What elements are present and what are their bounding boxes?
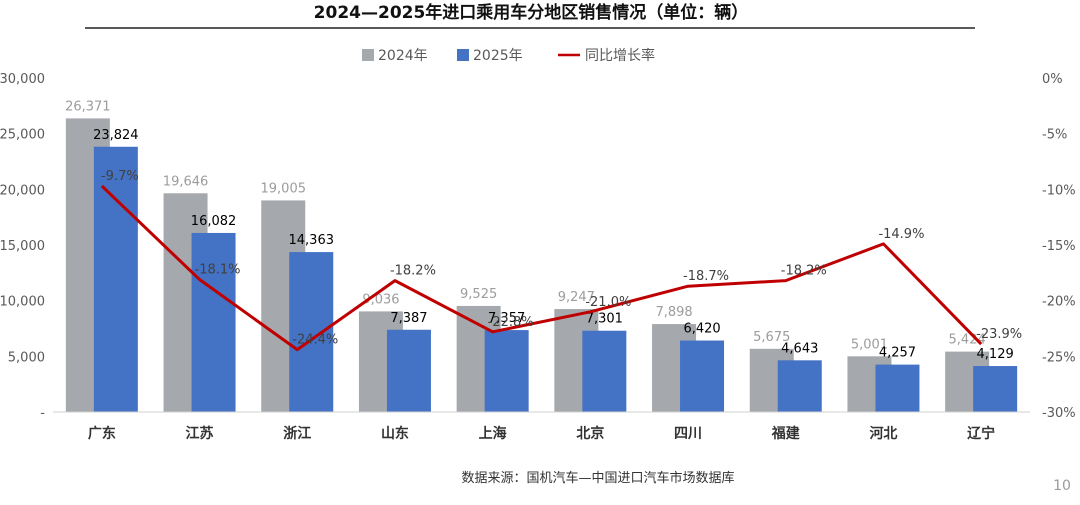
- bar-label-2025-1: 16,082: [191, 214, 237, 229]
- right-axis-tick-label: -25%: [1042, 350, 1076, 365]
- bar-label-2025-2: 14,363: [289, 233, 335, 248]
- growth-label-7: -18.2%: [781, 264, 827, 279]
- left-axis-tick-label: 10,000: [0, 295, 45, 310]
- bar-2025-3: [386, 329, 431, 412]
- left-axis-tick-label: 30,000: [0, 72, 45, 87]
- bar-2025-7: [777, 360, 822, 412]
- legend-label-growth: 同比增长率: [585, 47, 655, 64]
- bar-label-2024-9: 5,424: [949, 333, 986, 348]
- bar-label-2025-3: 7,387: [390, 311, 427, 326]
- legend-label-2025: 2025年: [473, 48, 523, 64]
- legend-swatch-2025: [457, 49, 469, 61]
- bar-label-2025-6: 6,420: [683, 322, 720, 337]
- bar-label-2025-0: 23,824: [93, 128, 139, 143]
- bar-2025-6: [680, 340, 725, 412]
- category-label-9: 辽宁: [967, 425, 995, 442]
- bar-label-2024-2: 19,005: [261, 181, 307, 196]
- right-axis-tick-label: -5%: [1042, 128, 1067, 143]
- right-axis-tick-label: 0%: [1042, 72, 1063, 87]
- category-label-3: 山东: [381, 425, 409, 442]
- bar-label-2024-4: 9,525: [460, 287, 497, 302]
- growth-label-6: -18.7%: [683, 269, 729, 284]
- growth-label-2: -24.4%: [292, 333, 338, 348]
- data-source-note: 数据来源：国机汽车—中国进口汽车市场数据库: [461, 470, 734, 486]
- bar-2025-9: [973, 366, 1018, 412]
- left-axis-tick-label: -: [40, 406, 45, 421]
- bar-2025-0: [93, 146, 138, 412]
- category-label-7: 福建: [771, 425, 800, 442]
- growth-label-5: -21.0%: [585, 295, 631, 310]
- growth-labels: -9.7% -18.1% -24.4% -18.2% -22.8% -21.0% -18.7…: [101, 169, 1022, 348]
- left-axis-tick-label: 20,000: [0, 183, 45, 198]
- legend: 2024年 2025年 同比增长率: [362, 47, 655, 64]
- category-label-0: 广东: [88, 425, 116, 442]
- bar-label-2025-4: 7,357: [488, 311, 525, 326]
- bar-2025-8: [875, 364, 920, 412]
- right-axis: -30% -25% -20% -15% -10% -5% 0%: [1042, 72, 1076, 421]
- category-label-5: 北京: [576, 425, 604, 442]
- category-label-6: 四川: [674, 426, 702, 442]
- bar-label-2024-7: 5,675: [753, 330, 790, 345]
- bar-2025-5: [582, 330, 627, 412]
- left-axis-tick-label: 15,000: [0, 239, 45, 254]
- category-label-2: 浙江: [283, 425, 311, 442]
- bar-2025-2: [289, 252, 334, 412]
- growth-label-3: -18.2%: [390, 264, 436, 279]
- bar-label-2025-8: 4,257: [879, 346, 916, 361]
- legend-swatch-2024: [362, 49, 374, 61]
- growth-label-0: -9.7%: [101, 169, 139, 184]
- chart-title: 2024—2025年进口乘用车分地区销售情况（单位：辆）: [314, 2, 749, 23]
- bar-label-2024-8: 5,001: [851, 337, 888, 352]
- growth-label-9: -23.9%: [976, 327, 1022, 342]
- bar-label-2025-9: 4,129: [977, 347, 1014, 362]
- bar-label-2025-5: 7,301: [586, 312, 623, 327]
- growth-label-8: -14.9%: [878, 227, 924, 242]
- legend-label-2024: 2024年: [378, 48, 428, 64]
- category-label-4: 上海: [479, 425, 507, 442]
- category-labels: 广东 江苏 浙江 山东 上海 北京 四川 福建 河北 辽宁: [88, 425, 995, 442]
- right-axis-tick-label: -10%: [1042, 183, 1076, 198]
- right-axis-tick-label: -15%: [1042, 239, 1076, 254]
- left-axis-tick-label: 5,000: [8, 350, 45, 365]
- growth-label-4: -22.8%: [488, 315, 534, 330]
- bar-label-2024-1: 19,646: [163, 174, 209, 189]
- bar-label-2024-5: 9,247: [558, 290, 595, 305]
- growth-rate-line: [100, 184, 983, 352]
- left-axis-tick-label: 25,000: [0, 128, 45, 143]
- left-axis: - 5,000 10,000 15,000 20,000 25,000 30,000: [0, 72, 45, 421]
- right-axis-tick-label: -20%: [1042, 295, 1076, 310]
- bars: [65, 118, 1018, 413]
- category-label-8: 河北: [869, 425, 897, 442]
- growth-label-1: -18.1%: [195, 263, 241, 278]
- page-number: 10: [1053, 478, 1071, 494]
- bar-label-2024-0: 26,371: [65, 99, 111, 114]
- bar-label-2025-7: 4,643: [781, 341, 818, 356]
- right-axis-tick-label: -30%: [1042, 406, 1076, 421]
- bar-label-2024-6: 7,898: [655, 305, 692, 320]
- category-label-1: 江苏: [186, 425, 214, 442]
- plot-area: - 5,000 10,000 15,000 20,000 25,000 30,000 -30%…: [0, 72, 1076, 442]
- bar-2025-1: [191, 232, 236, 412]
- bar-2025-4: [484, 330, 529, 412]
